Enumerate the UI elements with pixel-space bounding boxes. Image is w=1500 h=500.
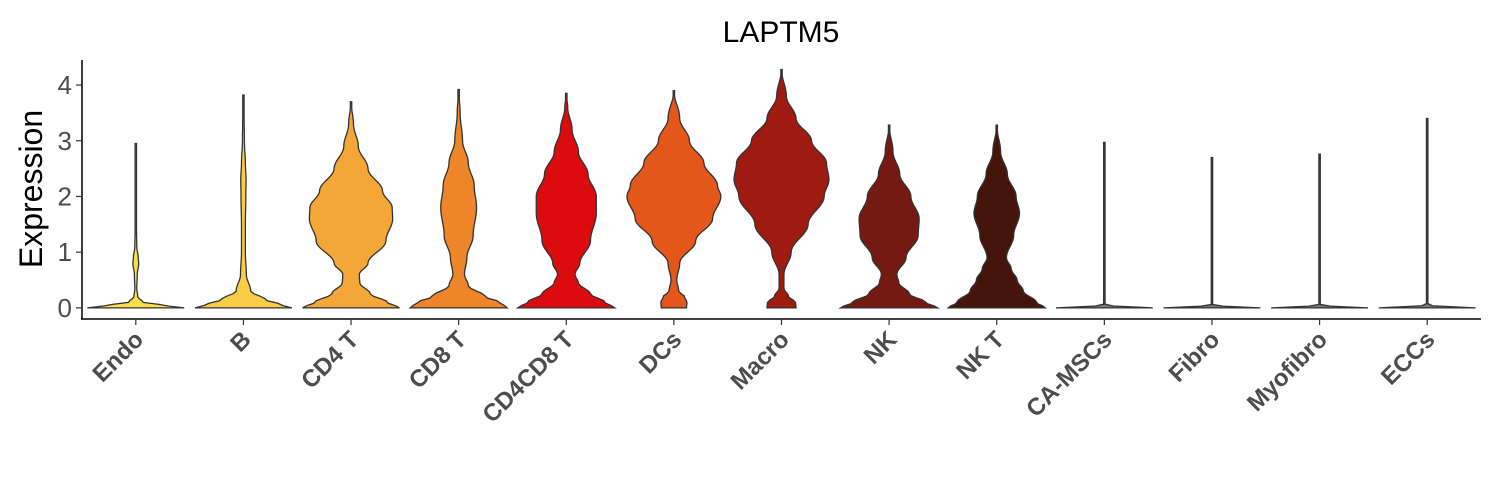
- x-tick-label-ca-mscs: CA-MSCs: [1021, 326, 1117, 422]
- x-tick-label-macro: Macro: [726, 326, 795, 395]
- x-tick-label-nk-t: NK T: [951, 326, 1010, 385]
- violin-macro: [733, 68, 830, 309]
- chart-title: LAPTM5: [723, 16, 840, 49]
- x-tick-label-myofibro: Myofibro: [1242, 326, 1333, 417]
- violin-cd4cd8-t: [515, 92, 617, 309]
- violin-cd8-t: [408, 88, 509, 309]
- y-axis-ticks: 0 1 2 3 4: [58, 70, 82, 323]
- y-axis-label: Expression: [13, 110, 49, 268]
- violin-ca-mscs: [1055, 141, 1153, 309]
- violin-layer: [87, 68, 1476, 309]
- y-tick-label: 4: [58, 70, 72, 100]
- x-tick-label-cd8-t: CD8 T: [404, 326, 472, 394]
- y-tick-label: 3: [58, 126, 72, 156]
- y-tick-label: 1: [58, 237, 72, 267]
- violin-dcs: [626, 89, 722, 309]
- violin-nk-t: [946, 124, 1048, 309]
- x-tick-label-cd4cd8-t: CD4CD8 T: [477, 326, 579, 428]
- y-tick-label: 0: [58, 293, 72, 323]
- x-tick-label-fibro: Fibro: [1164, 326, 1226, 388]
- violin-b: [194, 94, 293, 309]
- x-tick-label-b: B: [225, 326, 256, 357]
- violin-nk: [838, 124, 940, 309]
- violin-fibro: [1163, 156, 1261, 309]
- violin-myofibro: [1271, 153, 1369, 309]
- violin-endo: [87, 142, 185, 309]
- y-tick-label: 2: [58, 181, 72, 211]
- violin-cd4-t: [302, 101, 400, 309]
- x-tick-label-cd4-t: CD4 T: [296, 326, 364, 394]
- x-tick-label-endo: Endo: [88, 326, 150, 388]
- x-tick-label-dcs: DCs: [634, 326, 687, 379]
- violin-eccs: [1378, 117, 1476, 309]
- x-tick-label-nk: NK: [859, 326, 903, 370]
- x-tick-label-eccs: ECCs: [1376, 326, 1440, 390]
- x-axis-ticks: Endo B CD4 T CD8 T CD4CD8 T DCs Macro NK NK T CA-…: [88, 319, 1440, 428]
